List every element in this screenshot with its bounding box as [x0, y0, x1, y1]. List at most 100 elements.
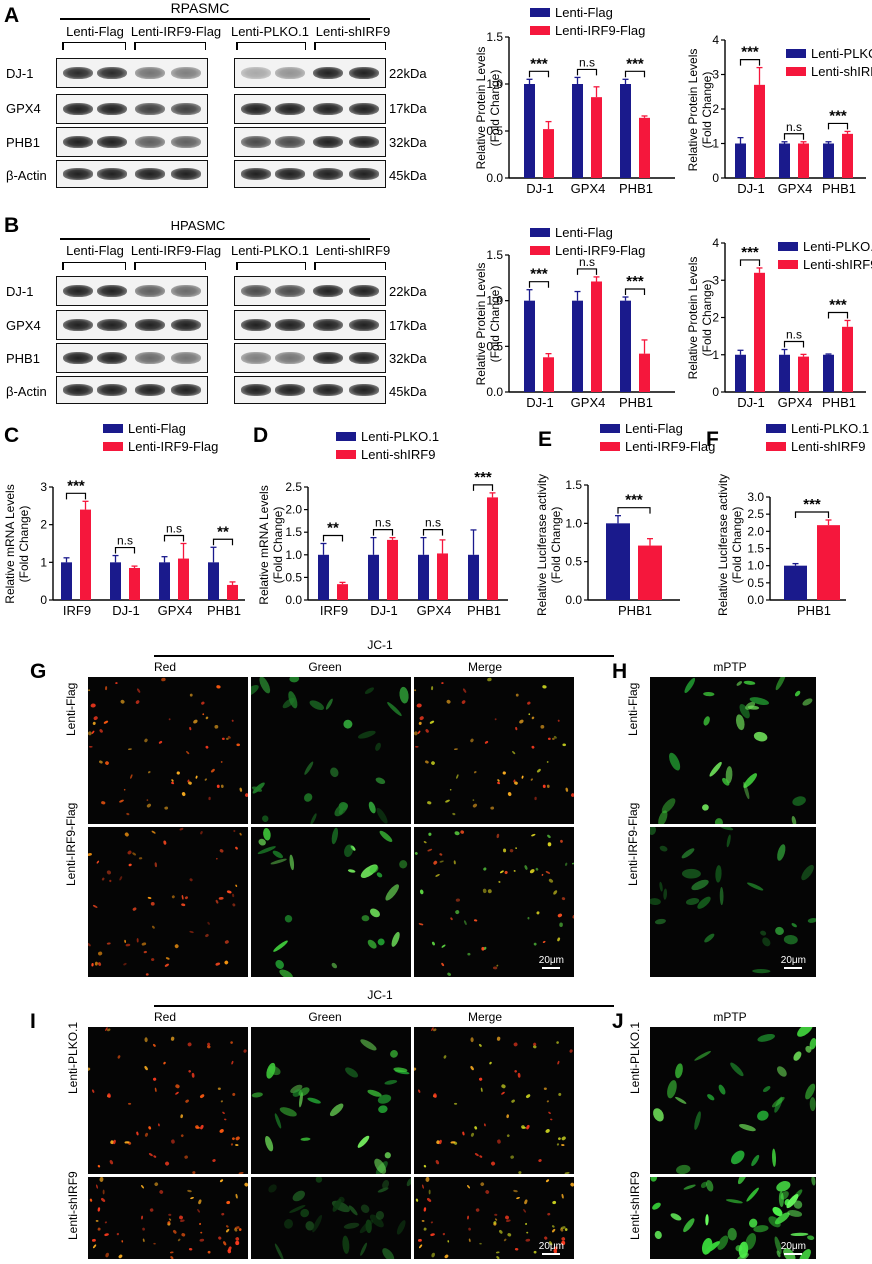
bar: [129, 567, 140, 600]
blot-band-strip: [56, 343, 208, 373]
cell-signal: [496, 833, 500, 839]
cell-signal: [97, 1207, 101, 1212]
cell-signal: [164, 806, 169, 810]
cell-signal: [449, 788, 452, 791]
cell-signal: [127, 748, 132, 751]
legend-label: Lenti-IRF9-Flag: [128, 439, 218, 454]
significance-bracket: [783, 133, 805, 140]
cell-signal: [284, 1219, 293, 1229]
cell-signal: [472, 799, 475, 801]
cell-signal: [378, 1105, 388, 1114]
cell-signal: [791, 923, 797, 928]
cell-signal: [127, 850, 132, 855]
cell-signal: [221, 1212, 225, 1216]
cell-signal: [514, 1247, 519, 1251]
x-tick-label: GPX4: [571, 181, 606, 196]
cell-signal: [106, 942, 111, 945]
cell-signal: [811, 1177, 816, 1186]
cell-signal: [663, 888, 668, 900]
cell-signal: [399, 686, 409, 704]
cell-signal: [515, 726, 518, 731]
cell-signal: [251, 1092, 263, 1098]
cell-signal: [425, 760, 429, 764]
cell-signal: [97, 1227, 101, 1231]
cell-signal: [329, 1103, 344, 1117]
cell-signal: [179, 1215, 183, 1220]
legend-label: Lenti-PLKO.1: [791, 421, 869, 436]
legend-swatch: [530, 246, 550, 255]
cell-signal: [726, 1199, 743, 1204]
bracket: [62, 42, 126, 50]
cell-signal: [480, 1087, 483, 1093]
cell-signal: [533, 1042, 537, 1046]
cell-signal: [414, 731, 418, 736]
y-tick-label: 3: [712, 273, 719, 287]
cell-signal: [224, 940, 229, 944]
cell-signal: [142, 1238, 145, 1243]
cell-signal: [809, 1097, 816, 1112]
significance-label: ***: [626, 55, 644, 72]
x-tick-label: GPX4: [158, 603, 193, 618]
row-label: PHB1: [6, 135, 40, 150]
cell-signal: [189, 693, 193, 697]
cell-signal: [226, 1200, 231, 1205]
cell-signal: [375, 742, 381, 751]
cell-signal: [455, 898, 460, 902]
cell-signal: [136, 938, 139, 943]
cell-signal: [265, 1135, 274, 1152]
cell-signal: [266, 1062, 276, 1079]
cell-signal: [224, 960, 229, 965]
cell-signal: [571, 862, 574, 865]
cell-signal: [90, 703, 96, 708]
group-label: Lenti-shIRF9: [315, 243, 391, 258]
cell-signal: [545, 1129, 550, 1133]
significance-label: n.s: [786, 328, 802, 342]
cell-signal: [707, 1094, 715, 1101]
cell-signal: [101, 877, 105, 881]
cell-signal: [215, 962, 221, 966]
y-tick-label: 0.5: [747, 576, 764, 590]
cell-signal: [470, 1037, 474, 1043]
cell-signal: [226, 737, 229, 740]
cell-signal: [485, 1190, 490, 1194]
cell-signal: [189, 726, 192, 731]
cell-signal: [433, 1093, 437, 1098]
cell-signal: [385, 884, 399, 901]
cell-signal: [472, 803, 478, 808]
cell-signal: [384, 1079, 398, 1085]
blot-band-strip: [234, 127, 386, 157]
cell-signal: [170, 1036, 175, 1041]
cell-signal: [95, 1184, 98, 1189]
cell-signal: [208, 796, 211, 801]
cell-signal: [552, 1200, 557, 1205]
cell-signal: [132, 852, 137, 856]
kda-label: 45kDa: [389, 384, 427, 399]
cell-signal: [146, 803, 152, 808]
cell-signal: [428, 1189, 431, 1195]
cell-signal: [464, 920, 467, 926]
cell-signal: [776, 1066, 787, 1077]
cell-signal: [227, 1249, 232, 1254]
cell-signal: [747, 882, 764, 891]
cell-signal: [423, 1207, 427, 1212]
x-tick-label: PHB1: [618, 603, 652, 618]
cell-signal: [492, 966, 498, 970]
cell-signal: [427, 848, 433, 852]
significance-label: ***: [530, 266, 548, 283]
row-label: Lenti-shIRF9: [66, 1171, 80, 1240]
significance-bracket: [576, 68, 598, 76]
x-tick-label: PHB1: [822, 395, 856, 410]
y-tick-label: 0.5: [285, 570, 302, 584]
cell-signal: [433, 860, 438, 865]
kda-label: 17kDa: [389, 101, 427, 116]
legend-swatch: [600, 442, 620, 451]
cell-signal: [772, 1148, 777, 1167]
cell-signal: [516, 1197, 520, 1200]
micrograph-mptp: 20μm: [650, 1177, 816, 1259]
cell-signal: [207, 1042, 211, 1046]
cell-signal: [496, 1036, 501, 1041]
significance-label: ***: [829, 296, 847, 313]
cell-signal: [717, 1235, 729, 1250]
bar: [779, 143, 790, 178]
